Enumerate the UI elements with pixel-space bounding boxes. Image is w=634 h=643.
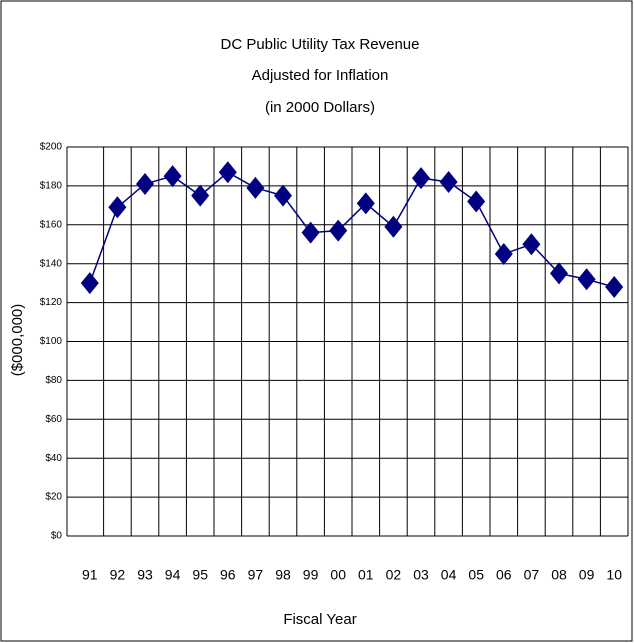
y-tick-label: $180 (40, 181, 63, 192)
chart-subtitle: (in 2000 Dollars) (265, 99, 375, 116)
x-tick-label: 08 (551, 567, 567, 583)
data-marker (218, 161, 237, 184)
y-tick-label: $160 (40, 219, 63, 230)
y-tick-label: $60 (45, 414, 62, 425)
x-tick-label: 03 (413, 567, 429, 583)
x-tick-label: 94 (165, 567, 181, 583)
x-tick-label: 00 (330, 567, 346, 583)
x-tick-label: 93 (137, 567, 153, 583)
y-axis-label: ($000,000) (9, 304, 26, 377)
x-tick-label: 10 (606, 567, 622, 583)
x-tick-label: 01 (358, 567, 374, 583)
data-marker (329, 219, 348, 242)
data-marker (163, 165, 182, 188)
data-marker (412, 167, 430, 190)
data-marker (605, 276, 624, 299)
data-marker (467, 190, 486, 213)
y-tick-label: $80 (45, 375, 62, 386)
data-marker (356, 192, 375, 215)
x-tick-label: 99 (303, 567, 319, 583)
chart-title: DC Public Utility Tax Revenue (221, 36, 420, 53)
data-marker (191, 184, 210, 207)
x-tick-label: 06 (496, 567, 512, 583)
data-marker (439, 171, 458, 194)
x-tick-label: 09 (579, 567, 595, 583)
x-tick-label: 07 (524, 567, 540, 583)
data-marker (384, 215, 403, 238)
x-tick-label: 98 (275, 567, 291, 583)
y-tick-label: $20 (45, 492, 62, 503)
y-tick-label: $200 (40, 142, 63, 153)
x-axis-label: Fiscal Year (283, 611, 356, 628)
data-marker (136, 172, 154, 195)
x-tick-label: 04 (441, 567, 457, 583)
data-marker (274, 184, 292, 207)
x-tick-label: 95 (192, 567, 208, 583)
data-marker (246, 176, 265, 199)
y-tick-label: $0 (51, 531, 63, 542)
y-tick-label: $100 (40, 336, 63, 347)
y-tick-label: $140 (40, 258, 63, 269)
data-marker (522, 233, 541, 256)
x-tick-label: 97 (248, 567, 264, 583)
y-tick-label: $40 (45, 453, 62, 464)
data-marker (577, 268, 596, 291)
data-marker (80, 272, 99, 295)
x-tick-label: 96 (220, 567, 236, 583)
chart-subtitle: Adjusted for Inflation (252, 67, 389, 84)
x-tick-label: 05 (468, 567, 484, 583)
x-tick-label: 91 (82, 567, 98, 583)
data-marker (108, 196, 127, 219)
x-tick-label: 02 (386, 567, 402, 583)
data-marker (494, 242, 513, 265)
y-tick-label: $120 (40, 297, 63, 308)
x-tick-label: 92 (110, 567, 126, 583)
data-marker (301, 221, 320, 244)
data-marker (550, 262, 568, 285)
